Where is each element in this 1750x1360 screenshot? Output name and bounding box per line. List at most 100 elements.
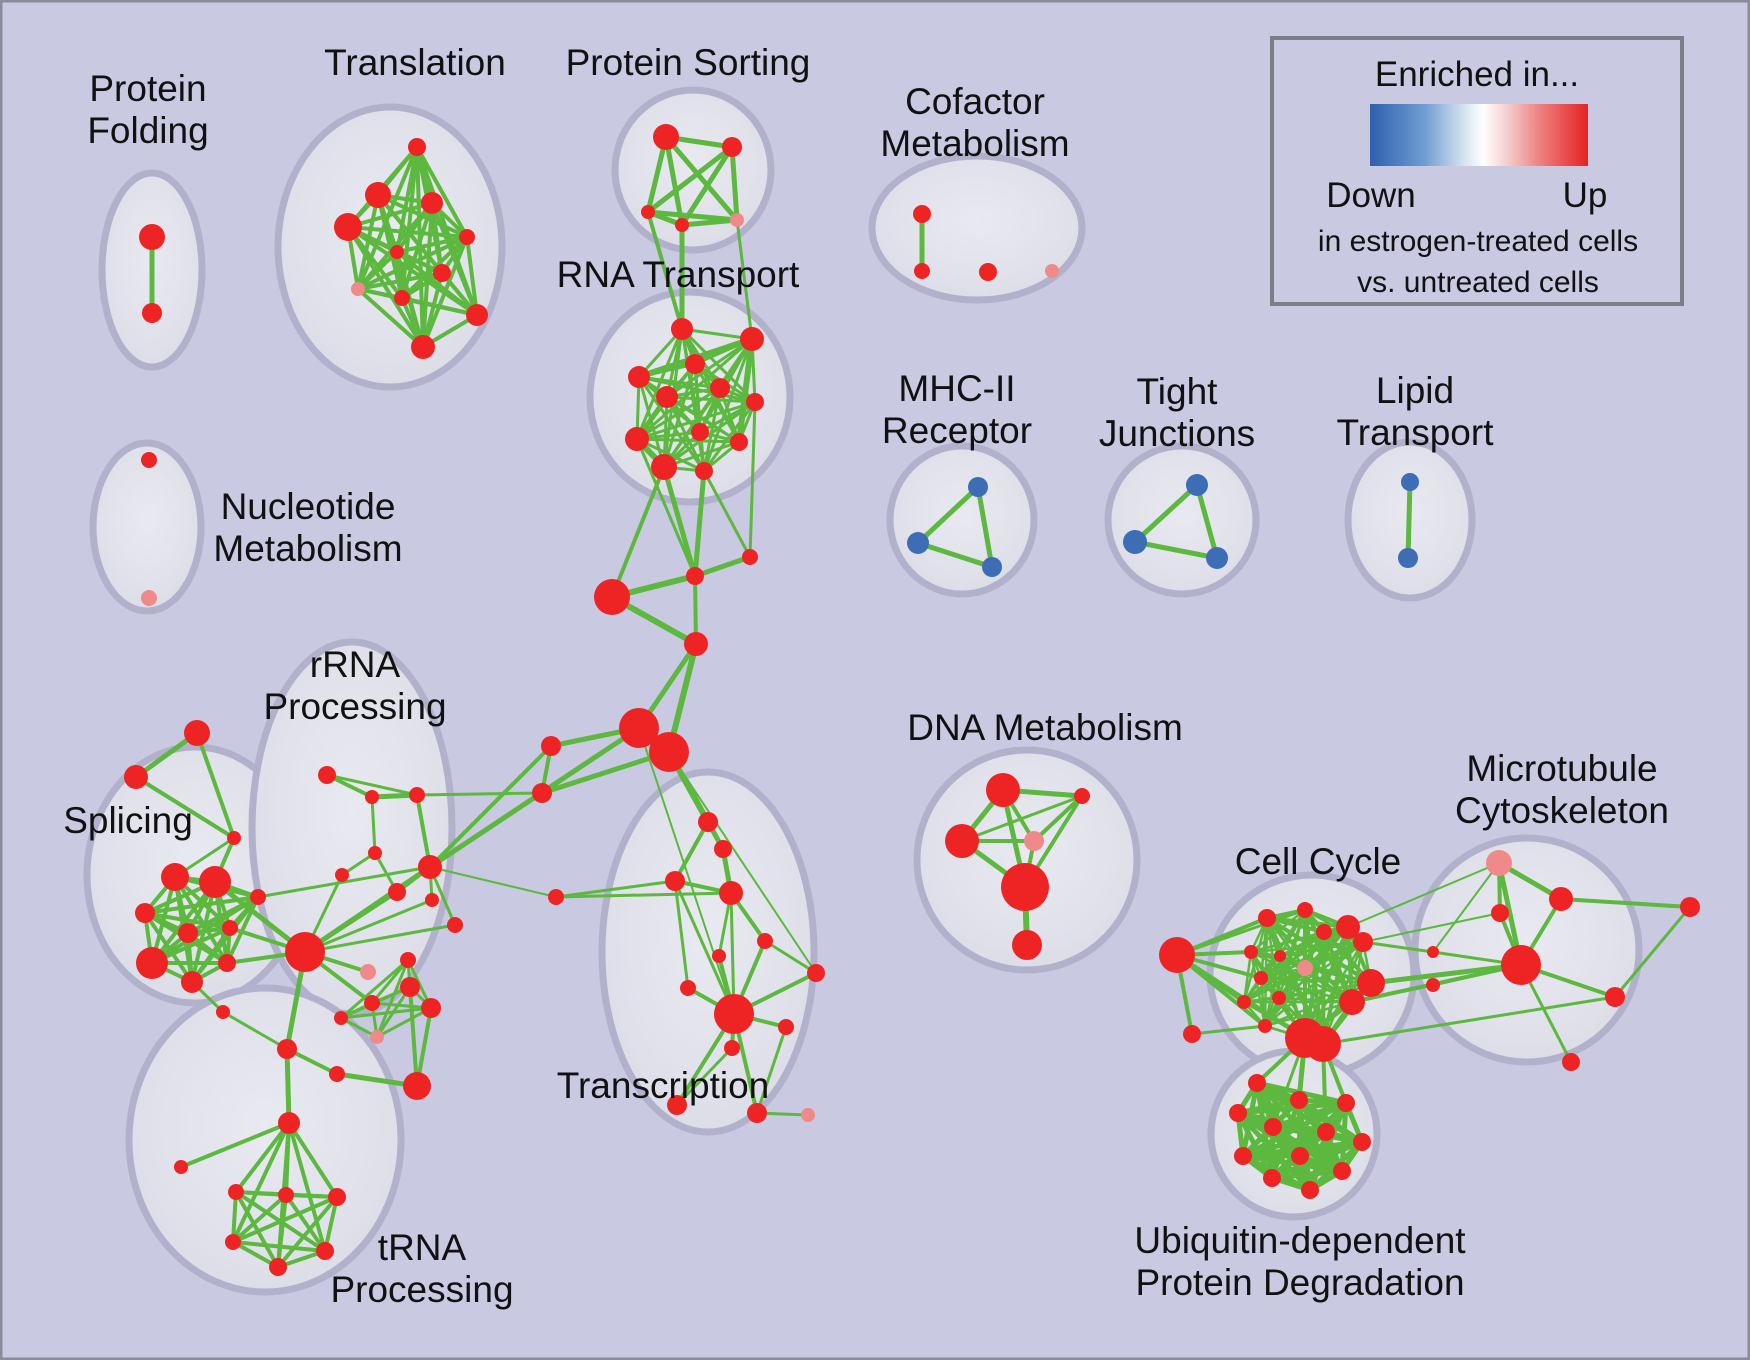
- cluster-label-transcription-label: Transcription: [557, 1065, 769, 1106]
- network-edge: [375, 958, 410, 1039]
- cluster-label-cofactor-label: Metabolism: [880, 123, 1069, 164]
- gene-set-node-up: [665, 871, 685, 891]
- gene-set-node-up: [335, 868, 349, 882]
- network-edge: [150, 895, 260, 965]
- cluster-label-trna-label: tRNA: [378, 1227, 467, 1268]
- network-edge: [134, 775, 236, 840]
- network-edge: [221, 1010, 289, 1051]
- gene-set-node-up: [1234, 1147, 1252, 1165]
- gene-set-node-up: [685, 354, 705, 374]
- gene-set-node-up: [1501, 945, 1541, 985]
- network-edge: [430, 201, 479, 317]
- network-edge: [673, 820, 710, 883]
- network-edge: [915, 484, 981, 546]
- gene-set-node-up: [1317, 1123, 1335, 1141]
- cluster-label-protein-sorting-label: Protein Sorting: [566, 42, 811, 83]
- network-edge: [1613, 905, 1692, 999]
- network-edge: [1235, 1100, 1349, 1116]
- gene-set-node-up: [421, 192, 443, 214]
- network-edge: [1559, 897, 1692, 909]
- legend-subtitle-line1: in estrogen-treated cells: [1318, 225, 1638, 258]
- network-edge: [763, 939, 818, 975]
- legend-gradient-bar: [1370, 104, 1588, 166]
- gene-set-node-up: [227, 831, 241, 845]
- gene-set-node-up: [712, 949, 726, 963]
- gene-set-node-down: [968, 477, 988, 497]
- gene-set-node-up: [329, 1066, 345, 1082]
- network-edge: [635, 400, 757, 441]
- network-edge: [1032, 794, 1084, 843]
- gene-set-node-up: [394, 290, 410, 306]
- cluster-label-trna-label: Processing: [330, 1269, 513, 1310]
- network-edge: [303, 898, 434, 954]
- gene-set-node-up: [433, 264, 451, 282]
- cluster-label-mhc-label: Receptor: [882, 410, 1032, 451]
- gene-set-node-up: [986, 773, 1020, 807]
- gene-set-node-up: [365, 182, 391, 208]
- cluster-label-protein-folding-label: Folding: [87, 110, 208, 151]
- gene-set-node-up: [388, 883, 406, 901]
- cluster-label-microtubule-label: Cytoskeleton: [1455, 790, 1669, 831]
- gene-set-node-up: [139, 224, 165, 250]
- legend-subtitle-line2: vs. untreated cells: [1357, 266, 1599, 299]
- network-edge: [284, 1193, 327, 1253]
- gene-set-node-up: [641, 205, 655, 219]
- gene-set-node-up: [1337, 1094, 1355, 1112]
- gene-set-node-up: [218, 954, 236, 972]
- cluster-label-cofactor-label: Cofactor: [905, 81, 1045, 122]
- network-edge: [637, 375, 706, 473]
- gene-set-node-up: [368, 846, 382, 860]
- network-edge: [679, 217, 740, 228]
- network-edge: [635, 437, 741, 444]
- cluster-label-dna-metabolism-label: DNA Metabolism: [907, 707, 1183, 748]
- gene-set-node-up: [714, 994, 754, 1034]
- gene-set-node-up: [222, 920, 238, 936]
- gene-set-node-up: [316, 1242, 334, 1260]
- network-edge: [421, 271, 444, 349]
- gene-set-node-up: [1353, 1133, 1371, 1151]
- cluster-label-protein-folding-label: Protein: [89, 68, 206, 109]
- gene-set-node-up: [1237, 995, 1251, 1009]
- network-edge: [1265, 916, 1354, 1004]
- gene-set-node-up: [757, 933, 773, 949]
- network-edge: [339, 958, 410, 1020]
- gene-set-node-up: [1229, 1104, 1247, 1122]
- network-edge: [429, 866, 557, 898]
- cluster-label-ubiquitin-label: Ubiquitin-dependent: [1134, 1220, 1466, 1261]
- network-edge: [1175, 908, 1307, 957]
- network-edge: [346, 225, 425, 349]
- network-edge: [665, 395, 757, 404]
- gene-set-node-up: [174, 1160, 188, 1174]
- gene-set-node-up-light: [1024, 831, 1044, 851]
- gene-set-node-up: [1290, 1091, 1308, 1109]
- network-edge: [1432, 862, 1500, 953]
- gene-set-node-up: [228, 1184, 244, 1200]
- cluster-label-nucleotide-label: Metabolism: [213, 528, 402, 569]
- gene-set-node-up: [1258, 909, 1276, 927]
- legend-title: Enriched in...: [1375, 55, 1579, 94]
- gene-set-node-up: [691, 423, 709, 441]
- network-edge: [610, 465, 666, 599]
- gene-set-node-up: [1183, 1025, 1201, 1043]
- network-edge: [415, 145, 469, 239]
- gene-set-node-up: [409, 787, 425, 803]
- network-edge: [637, 375, 757, 404]
- gene-set-node-up: [722, 137, 742, 157]
- gene-set-node-up-light: [141, 590, 157, 606]
- gene-set-node-up: [594, 579, 630, 615]
- gene-set-node-up: [698, 812, 718, 832]
- network-edge: [415, 793, 432, 869]
- gene-set-node-up: [418, 855, 442, 879]
- network-edge: [1269, 1168, 1345, 1181]
- gene-set-node-up-light: [1045, 264, 1059, 278]
- gene-set-node-up: [730, 433, 748, 451]
- gene-set-node-up: [225, 1234, 241, 1250]
- gene-set-node-up: [675, 218, 689, 232]
- gene-set-node-up: [161, 863, 189, 891]
- gene-set-node-up: [141, 452, 157, 468]
- gene-set-node-up: [742, 549, 758, 565]
- gene-set-node-up: [328, 1188, 346, 1206]
- gene-set-node-up: [714, 840, 732, 858]
- gene-set-node-down: [1398, 548, 1418, 568]
